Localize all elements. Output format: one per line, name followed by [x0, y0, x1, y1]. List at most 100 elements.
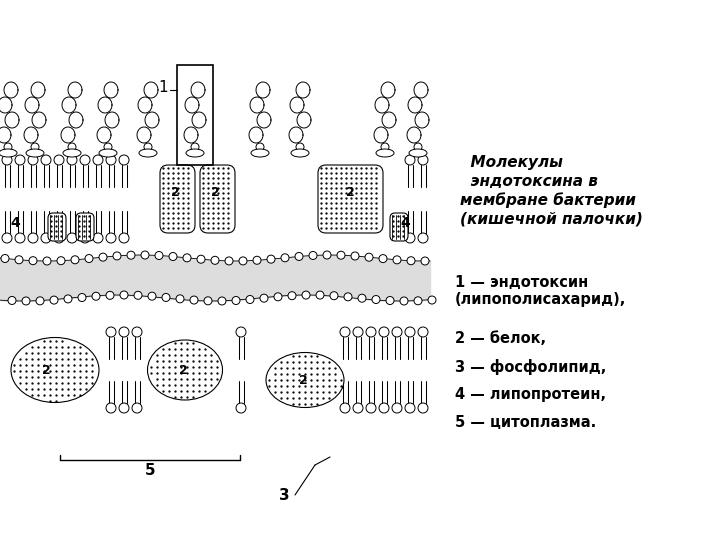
Circle shape: [113, 252, 121, 260]
Circle shape: [54, 155, 64, 165]
Circle shape: [141, 251, 149, 259]
Circle shape: [148, 292, 156, 300]
Text: 4 — липопротеин,: 4 — липопротеин,: [455, 387, 606, 402]
FancyBboxPatch shape: [390, 213, 408, 241]
Circle shape: [353, 327, 363, 337]
Text: 3: 3: [279, 488, 290, 503]
Circle shape: [57, 256, 65, 265]
FancyBboxPatch shape: [160, 165, 195, 233]
Circle shape: [64, 295, 72, 303]
Bar: [177, 65, 213, 165]
Circle shape: [405, 233, 415, 243]
Circle shape: [106, 327, 116, 337]
Circle shape: [353, 403, 363, 413]
Circle shape: [302, 291, 310, 299]
Circle shape: [119, 403, 129, 413]
Circle shape: [29, 256, 37, 265]
Circle shape: [104, 143, 112, 151]
Circle shape: [80, 155, 90, 165]
Circle shape: [407, 256, 415, 265]
FancyBboxPatch shape: [76, 213, 94, 241]
Circle shape: [106, 403, 116, 413]
Text: 1 — эндотоксин
(липополисахарид),: 1 — эндотоксин (липополисахарид),: [455, 275, 626, 307]
Circle shape: [418, 233, 428, 243]
Circle shape: [267, 255, 275, 263]
FancyBboxPatch shape: [48, 213, 66, 241]
Text: 2: 2: [346, 186, 354, 199]
Circle shape: [106, 233, 116, 243]
Circle shape: [162, 293, 170, 301]
Circle shape: [144, 143, 152, 151]
Circle shape: [323, 251, 331, 259]
Circle shape: [253, 256, 261, 264]
Circle shape: [15, 155, 25, 165]
Circle shape: [93, 155, 103, 165]
Circle shape: [67, 233, 77, 243]
Circle shape: [93, 233, 103, 243]
Ellipse shape: [376, 149, 394, 157]
Circle shape: [28, 233, 38, 243]
Circle shape: [15, 233, 25, 243]
Text: Молекулы
  эндотоксина в
мембране бактерии
(кишечной палочки): Молекулы эндотоксина в мембране бактерии…: [460, 155, 643, 227]
Circle shape: [372, 295, 380, 303]
Text: 4: 4: [10, 216, 19, 230]
Circle shape: [134, 291, 142, 299]
Circle shape: [54, 233, 64, 243]
Circle shape: [85, 254, 93, 262]
Circle shape: [392, 327, 402, 337]
Text: 2: 2: [299, 374, 307, 387]
Circle shape: [132, 327, 142, 337]
Circle shape: [15, 256, 23, 264]
Circle shape: [281, 254, 289, 262]
Circle shape: [218, 297, 226, 305]
Circle shape: [197, 255, 205, 263]
Circle shape: [43, 257, 51, 265]
FancyBboxPatch shape: [318, 165, 383, 233]
Text: 2 — белок,: 2 — белок,: [455, 331, 546, 346]
Circle shape: [418, 327, 428, 337]
Circle shape: [274, 293, 282, 301]
Circle shape: [344, 293, 352, 301]
Circle shape: [50, 296, 58, 304]
Circle shape: [400, 297, 408, 305]
Text: 1: 1: [158, 80, 168, 96]
Circle shape: [296, 143, 304, 151]
Circle shape: [132, 403, 142, 413]
Circle shape: [405, 327, 415, 337]
Circle shape: [392, 403, 402, 413]
Circle shape: [366, 327, 376, 337]
Circle shape: [309, 252, 317, 259]
Circle shape: [366, 403, 376, 413]
Circle shape: [99, 253, 107, 261]
Ellipse shape: [148, 340, 222, 400]
Text: 3 — фосфолипид,: 3 — фосфолипид,: [455, 359, 606, 375]
Circle shape: [183, 254, 191, 262]
Circle shape: [28, 155, 38, 165]
Text: 5: 5: [145, 463, 156, 478]
Circle shape: [22, 297, 30, 305]
Circle shape: [92, 292, 100, 300]
Circle shape: [414, 143, 422, 151]
Circle shape: [405, 155, 415, 165]
Circle shape: [379, 403, 389, 413]
Ellipse shape: [186, 149, 204, 157]
Ellipse shape: [99, 149, 117, 157]
Circle shape: [41, 233, 51, 243]
Circle shape: [418, 155, 428, 165]
Ellipse shape: [26, 149, 44, 157]
Circle shape: [246, 295, 254, 303]
Circle shape: [80, 233, 90, 243]
Circle shape: [4, 143, 12, 151]
Circle shape: [256, 143, 264, 151]
Circle shape: [236, 327, 246, 337]
Circle shape: [316, 291, 324, 299]
Circle shape: [78, 294, 86, 301]
Text: 2: 2: [171, 186, 179, 199]
Text: 2: 2: [211, 186, 220, 199]
Circle shape: [191, 143, 199, 151]
Circle shape: [295, 253, 303, 260]
Circle shape: [381, 143, 389, 151]
Circle shape: [351, 252, 359, 260]
Circle shape: [232, 296, 240, 305]
Circle shape: [236, 403, 246, 413]
